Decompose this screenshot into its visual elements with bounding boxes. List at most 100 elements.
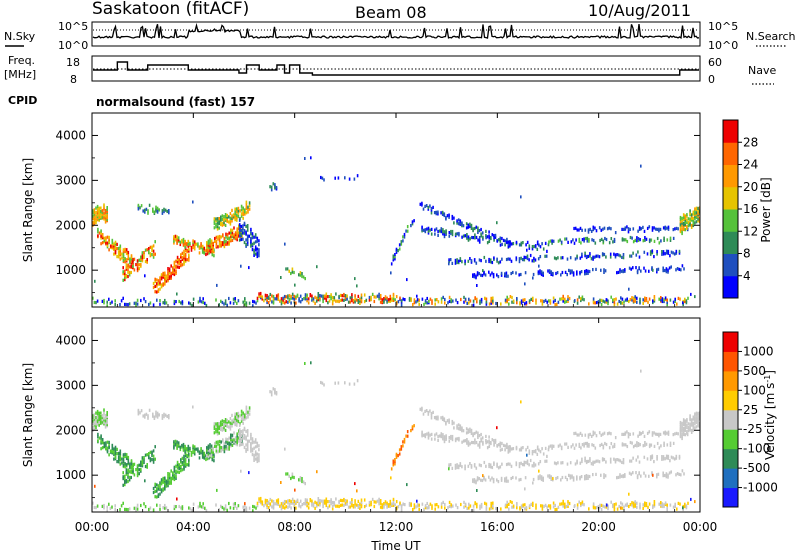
echo-cell bbox=[484, 478, 487, 482]
echo-cell bbox=[658, 446, 661, 450]
echo-cell bbox=[168, 416, 170, 420]
echo-cell bbox=[253, 456, 255, 460]
echo-cell bbox=[645, 237, 648, 241]
echo-cell bbox=[151, 450, 153, 454]
echo-cell bbox=[256, 299, 259, 303]
echo-cell bbox=[608, 226, 611, 230]
echo-cell bbox=[508, 297, 510, 301]
echo-cell bbox=[111, 505, 113, 509]
echo-cell bbox=[288, 499, 291, 503]
range-tick-label: 4000 bbox=[55, 333, 86, 347]
echo-cell bbox=[422, 228, 425, 232]
echo-cell bbox=[299, 476, 302, 480]
echo-cell bbox=[173, 239, 175, 243]
echo-cell bbox=[470, 428, 473, 432]
echo-cell bbox=[140, 257, 142, 261]
echo-cell bbox=[422, 433, 425, 437]
echo-cell bbox=[621, 237, 624, 241]
echo-cell bbox=[209, 242, 211, 246]
echo-cell bbox=[515, 240, 518, 244]
echo-cell bbox=[552, 300, 555, 304]
echo-cell bbox=[258, 459, 260, 463]
echo-cell bbox=[183, 457, 185, 461]
echo-cell bbox=[163, 415, 165, 419]
echo-cell bbox=[213, 217, 216, 221]
echo-cell bbox=[100, 420, 102, 424]
echo-cell bbox=[512, 299, 515, 303]
echo-cell bbox=[222, 438, 224, 442]
echo-cell bbox=[170, 479, 172, 483]
echo-cell bbox=[610, 237, 613, 241]
echo-cell bbox=[653, 502, 656, 506]
echo-cell bbox=[148, 302, 150, 307]
echo-cell bbox=[666, 443, 669, 447]
echo-cell bbox=[101, 213, 104, 217]
echo-cell bbox=[520, 195, 522, 199]
echo-cell bbox=[389, 499, 392, 503]
echo-cell bbox=[432, 205, 434, 209]
echo-cell bbox=[328, 500, 331, 504]
echo-cell bbox=[339, 293, 342, 297]
echo-cell bbox=[157, 288, 160, 292]
echo-cell bbox=[512, 270, 514, 275]
echo-cell bbox=[212, 247, 214, 251]
echo-cell bbox=[101, 241, 104, 245]
echo-cell bbox=[496, 273, 498, 277]
echo-cell bbox=[384, 502, 387, 506]
echo-cell bbox=[392, 292, 395, 296]
echo-cell bbox=[271, 505, 273, 509]
echo-cell bbox=[456, 219, 458, 223]
echo-cell bbox=[621, 506, 624, 510]
echo-cell bbox=[600, 473, 602, 477]
echo-cell bbox=[114, 299, 116, 303]
echo-cell bbox=[149, 301, 152, 305]
echo-cell bbox=[228, 425, 230, 429]
echo-cell bbox=[188, 249, 190, 253]
echo-cell bbox=[114, 248, 117, 252]
echo-cell bbox=[662, 226, 665, 230]
range-tick-label: 3000 bbox=[55, 173, 86, 187]
echo-cell bbox=[682, 227, 685, 232]
echo-cell bbox=[475, 235, 478, 240]
echo-cell bbox=[552, 239, 555, 243]
echo-cell bbox=[282, 505, 284, 509]
echo-cell bbox=[146, 248, 148, 252]
echo-cell bbox=[223, 420, 225, 424]
echo-cell bbox=[434, 228, 436, 232]
echo-cell bbox=[231, 439, 234, 444]
echo-cell bbox=[373, 299, 376, 304]
echo-cell bbox=[386, 298, 388, 302]
echo-cell bbox=[665, 267, 668, 271]
echo-cell bbox=[184, 241, 186, 245]
echo-cell bbox=[433, 211, 436, 215]
echo-cell bbox=[608, 241, 611, 245]
echo-cell bbox=[536, 247, 539, 251]
echo-cell bbox=[245, 437, 247, 441]
echo-cell bbox=[144, 413, 146, 417]
echo-cell bbox=[682, 420, 685, 424]
echo-cell bbox=[690, 420, 693, 424]
echo-cell bbox=[290, 476, 292, 481]
echo-cell bbox=[664, 227, 667, 231]
echo-cell bbox=[530, 502, 532, 506]
echo-cell bbox=[203, 246, 206, 250]
echo-cell bbox=[491, 271, 493, 275]
echo-cell bbox=[545, 254, 548, 258]
echo-cell bbox=[101, 438, 104, 442]
echo-cell bbox=[373, 295, 376, 299]
echo-cell bbox=[462, 439, 465, 443]
echo-cell bbox=[167, 472, 169, 476]
echo-cell bbox=[490, 501, 492, 505]
echo-cell bbox=[201, 250, 204, 254]
echo-cell bbox=[93, 220, 96, 224]
echo-cell bbox=[306, 502, 308, 506]
echo-cell bbox=[526, 248, 528, 252]
echo-cell bbox=[224, 428, 227, 432]
echo-cell bbox=[224, 423, 227, 427]
echo-cell bbox=[291, 292, 294, 296]
echo-cell bbox=[270, 390, 273, 394]
echo-cell bbox=[435, 210, 438, 214]
echo-cell bbox=[472, 229, 474, 233]
echo-cell bbox=[488, 234, 490, 238]
